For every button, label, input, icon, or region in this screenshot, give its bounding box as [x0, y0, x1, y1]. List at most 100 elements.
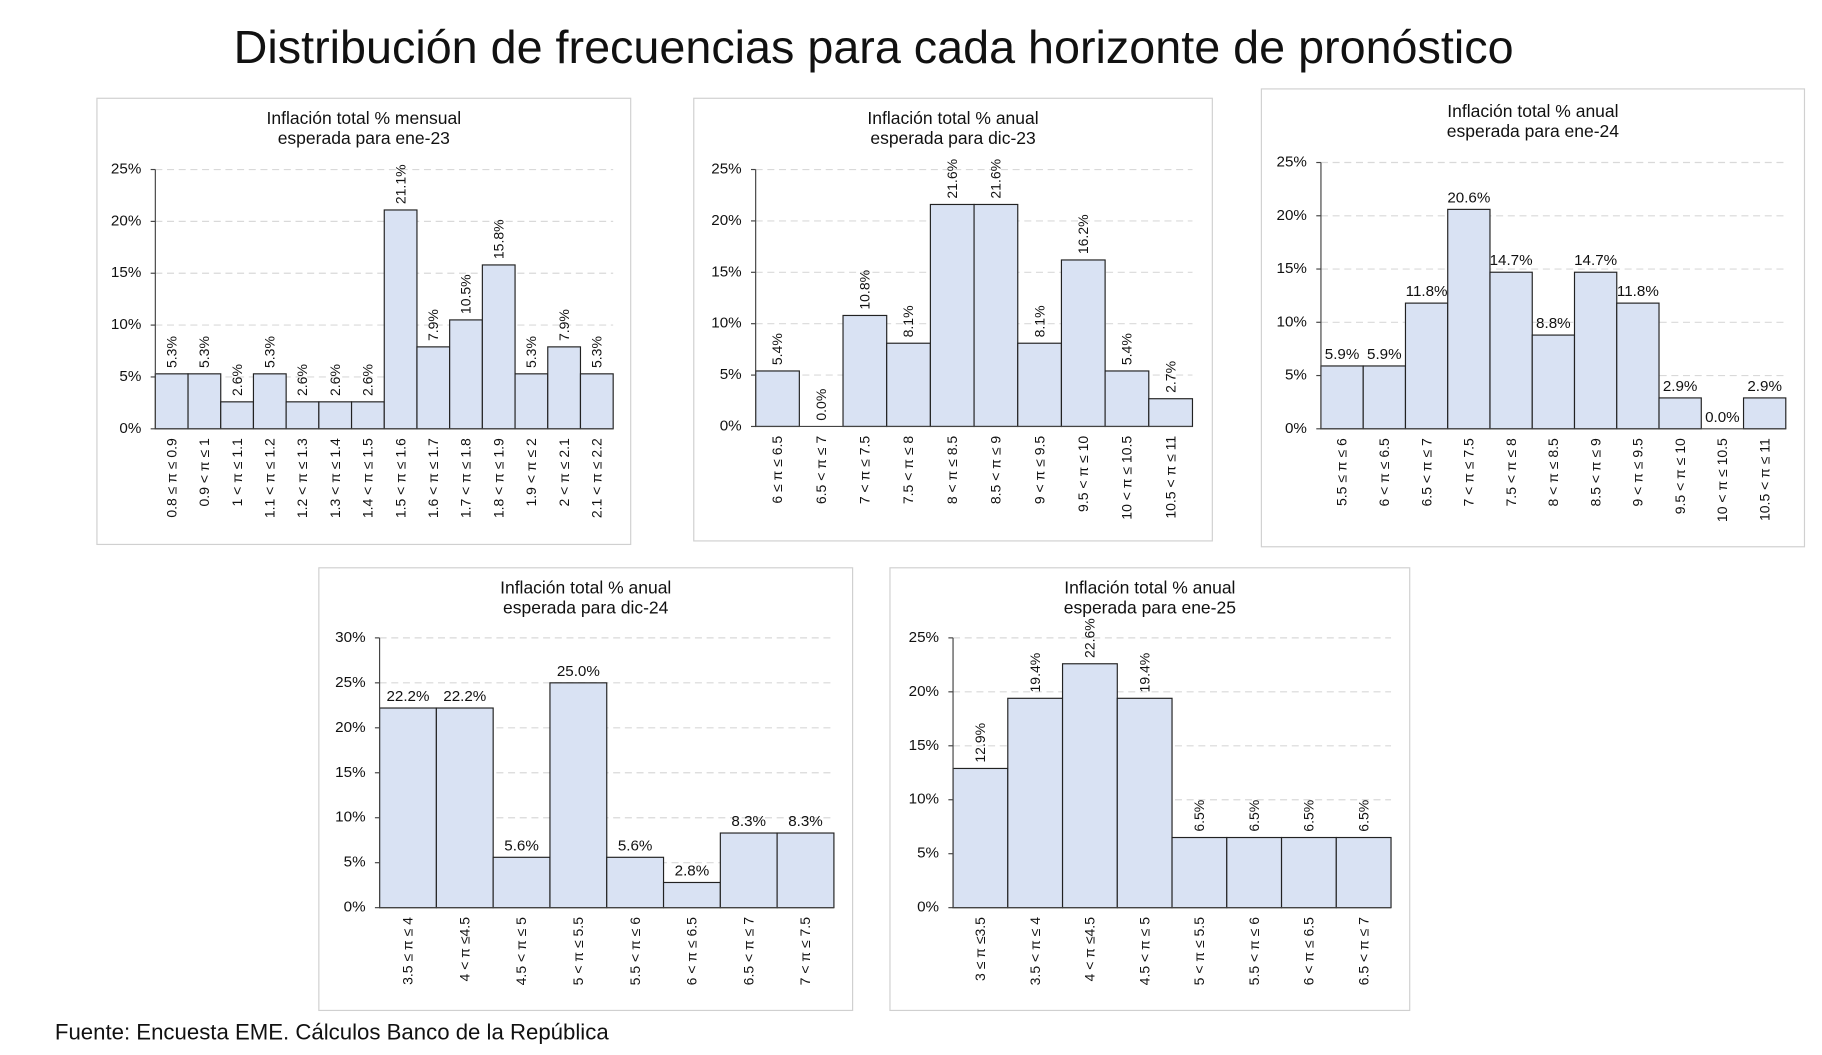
value-label: 12.9% [972, 723, 988, 763]
value-label: 8.1% [1031, 305, 1047, 337]
y-tick-label: 5% [1285, 367, 1307, 384]
bar [606, 856, 665, 909]
bar [1148, 398, 1194, 428]
y-tick-label: 5% [720, 366, 742, 383]
bar [1362, 365, 1407, 430]
bar [1280, 836, 1337, 909]
chart-title: Inflación total % anual [867, 108, 1038, 128]
x-tick-label: 7.5 < π ≤ 8 [900, 436, 916, 505]
value-label: 16.2% [1075, 214, 1091, 254]
value-label: 8.1% [900, 305, 916, 337]
bar [579, 373, 614, 430]
y-tick-label: 10% [335, 809, 365, 826]
y-tick-label: 0% [917, 899, 939, 916]
x-tick-label: 3.5 < π ≤ 4 [1027, 917, 1043, 986]
y-tick-label: 10% [711, 315, 741, 332]
bar [1060, 259, 1106, 428]
value-label: 8.3% [788, 813, 823, 830]
value-label: 20.6% [1447, 189, 1490, 206]
y-tick-label: 25% [711, 161, 741, 178]
value-label: 15.8% [490, 219, 506, 259]
x-tick-label: 6 < π ≤ 6.5 [684, 917, 700, 986]
bar [187, 373, 222, 430]
y-tick-label: 15% [1277, 260, 1307, 277]
bar [378, 707, 437, 909]
bar [929, 203, 975, 428]
value-label: 5.3% [261, 336, 277, 368]
x-tick-label: 7 < π ≤ 7.5 [797, 917, 813, 986]
x-tick-label: 5 < π ≤ 5.5 [570, 917, 586, 986]
x-tick-label: 10 < π ≤ 10.5 [1714, 438, 1730, 522]
x-tick-label: 10.5 < π ≤ 11 [1756, 438, 1772, 521]
x-tick-label: 5.5 < π ≤ 6 [627, 917, 643, 986]
x-tick-label: 8.5 < π ≤ 9 [1587, 438, 1603, 507]
value-label: 22.6% [1082, 618, 1098, 658]
bar [252, 373, 287, 430]
value-label: 5.3% [588, 336, 604, 368]
bar [481, 264, 516, 430]
x-tick-label: 4.5 < π ≤ 5 [1136, 917, 1152, 986]
bar [1531, 334, 1576, 430]
bar [492, 856, 551, 909]
bar [952, 767, 1009, 909]
y-tick-label: 15% [335, 764, 365, 781]
value-label: 5.9% [1325, 346, 1360, 363]
bar [435, 707, 494, 909]
y-tick-label: 25% [335, 674, 365, 691]
bar [1007, 697, 1064, 909]
bar [1742, 397, 1787, 430]
value-label: 2.9% [1747, 378, 1782, 395]
value-label: 25.0% [557, 663, 600, 680]
value-label: 2.6% [360, 364, 376, 396]
chart-title: Inflación total % anual [1447, 101, 1618, 121]
y-tick-label: 15% [909, 737, 939, 754]
bar [1489, 271, 1533, 430]
value-label: 21.1% [392, 164, 408, 204]
y-tick-label: 0% [344, 899, 366, 916]
chart-title: Inflación total % anual [500, 577, 671, 597]
x-tick-label: 9 < π ≤ 9.5 [1031, 436, 1047, 505]
value-label: 22.2% [386, 688, 429, 705]
x-tick-label: 0.9 < π ≤ 1 [196, 438, 212, 507]
chart-frame [1260, 88, 1806, 548]
x-tick-label: 4 < π ≤4.5 [456, 917, 472, 982]
bar [1616, 302, 1660, 430]
value-label: 11.8% [1406, 283, 1448, 300]
bar [1404, 302, 1449, 430]
value-label: 21.6% [944, 159, 960, 199]
value-label: 22.2% [443, 688, 486, 705]
bar [973, 203, 1019, 428]
bar [1573, 271, 1618, 430]
bar [842, 314, 888, 428]
value-label: 6.5% [1246, 800, 1262, 832]
value-label: 2.9% [1663, 378, 1698, 395]
x-tick-label: 8 < π ≤ 8.5 [1545, 438, 1561, 507]
y-tick-label: 10% [111, 316, 141, 333]
value-label: 10.8% [857, 270, 873, 310]
x-tick-label: 5.5 < π ≤ 6 [1246, 917, 1262, 986]
value-label: 5.4% [1119, 333, 1135, 365]
value-label: 2.6% [327, 364, 343, 396]
value-label: 6.5% [1301, 800, 1317, 832]
x-tick-label: 1.3 < π ≤ 1.4 [327, 438, 343, 518]
value-label: 2.7% [1162, 361, 1178, 393]
x-tick-label: 6.5 < π ≤ 7 [813, 436, 829, 505]
value-label: 8.3% [731, 813, 766, 830]
y-tick-label: 10% [909, 791, 939, 808]
bar [1017, 342, 1063, 428]
x-tick-label: 3 ≤ π ≤3.5 [972, 917, 988, 981]
bar [154, 373, 189, 430]
chart-title: esperada para dic-24 [503, 597, 669, 617]
chart-frame [96, 97, 632, 546]
x-tick-label: 1.6 < π ≤ 1.7 [425, 438, 441, 518]
bar [1447, 208, 1491, 430]
chart-title: esperada para dic-23 [870, 128, 1035, 148]
x-tick-label: 6 < π ≤ 6.5 [1301, 917, 1317, 986]
x-tick-label: 7.5 < π ≤ 8 [1503, 438, 1519, 507]
value-label: 0.0% [1705, 409, 1740, 426]
bar [549, 682, 608, 909]
